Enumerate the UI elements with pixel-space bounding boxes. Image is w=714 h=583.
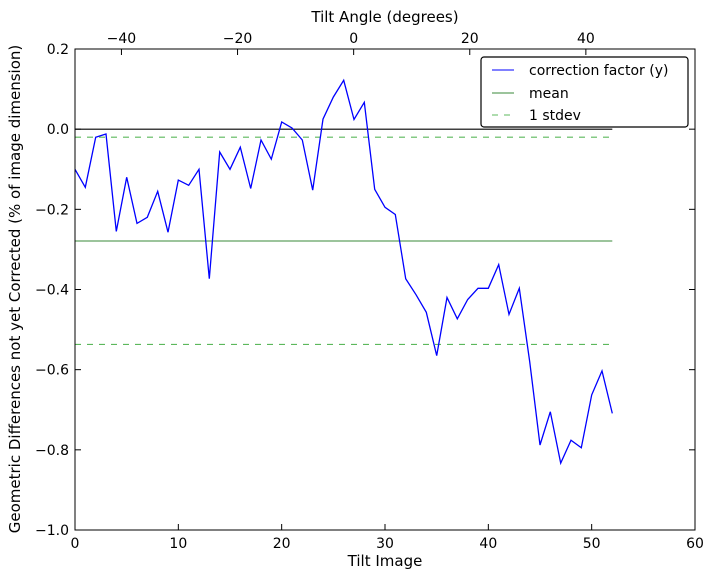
- y-tick-label: 0.2: [47, 42, 69, 58]
- top-x-tick-label: 40: [577, 31, 595, 47]
- x-tick-label: 10: [169, 536, 187, 552]
- y-tick-label: −0.2: [35, 202, 69, 218]
- y-tick-label: 0.0: [47, 122, 69, 138]
- x-tick-label: 50: [583, 536, 601, 552]
- x-tick-label: 40: [479, 536, 497, 552]
- x-tick-label: 20: [273, 536, 291, 552]
- y-tick-label: −1.0: [35, 523, 69, 539]
- x-tick-label: 0: [71, 536, 80, 552]
- top-x-tick-label: −40: [107, 31, 137, 47]
- legend-label-correction: correction factor (y): [529, 63, 668, 79]
- x-tick-label: 60: [686, 536, 704, 552]
- top-x-tick-label: 0: [349, 31, 358, 47]
- legend-label-stdev: 1 stdev: [529, 108, 581, 124]
- x-axis-label: Tilt Image: [347, 552, 423, 570]
- legend: correction factor (y) mean 1 stdev: [480, 56, 689, 128]
- top-x-tick-label: −20: [223, 31, 253, 47]
- y-tick-label: −0.4: [35, 283, 69, 299]
- top-x-axis-label: Tilt Angle (degrees): [310, 8, 458, 26]
- x-tick-label: 30: [376, 536, 394, 552]
- top-x-tick-label: 20: [461, 31, 479, 47]
- y-tick-label: −0.6: [35, 363, 69, 379]
- legend-box: [480, 56, 689, 128]
- y-tick-label: −0.8: [35, 443, 69, 459]
- series-line-correction-factor-y-: [74, 78, 613, 466]
- legend-label-mean: mean: [529, 86, 569, 102]
- y-axis-label: Geometric Differences not yet Corrected …: [6, 45, 24, 534]
